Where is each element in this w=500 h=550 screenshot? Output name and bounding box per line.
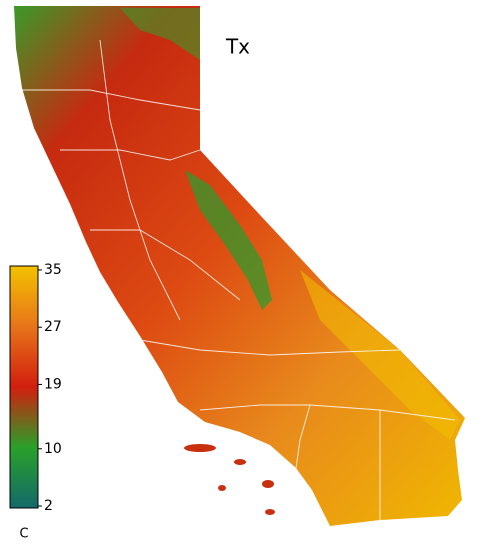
mountain-band xyxy=(185,170,272,310)
island xyxy=(184,444,216,452)
island xyxy=(262,480,274,488)
state-map xyxy=(14,6,465,526)
county-line xyxy=(60,149,201,161)
north-mountains xyxy=(120,8,200,60)
desert xyxy=(300,270,460,440)
county-line xyxy=(90,229,241,301)
colorbar: C 35 27 19 10 2 xyxy=(9,262,62,542)
island xyxy=(265,509,275,515)
colorbar-tick-label: 27 xyxy=(44,319,62,335)
colorbar-tick-label: 2 xyxy=(44,498,53,514)
island xyxy=(234,459,246,465)
map-title: Tx xyxy=(225,35,250,59)
colorbar-tick-label: 10 xyxy=(44,441,62,457)
colorbar-ramp xyxy=(9,265,39,509)
county-line xyxy=(20,89,201,111)
colorbar-unit: C xyxy=(19,527,28,542)
county-line xyxy=(295,404,311,469)
colorbar-tick-label: 19 xyxy=(44,376,62,392)
county-line xyxy=(99,39,181,321)
colorbar-tick-label: 35 xyxy=(44,262,62,278)
island xyxy=(218,485,226,491)
county-line xyxy=(139,339,401,356)
